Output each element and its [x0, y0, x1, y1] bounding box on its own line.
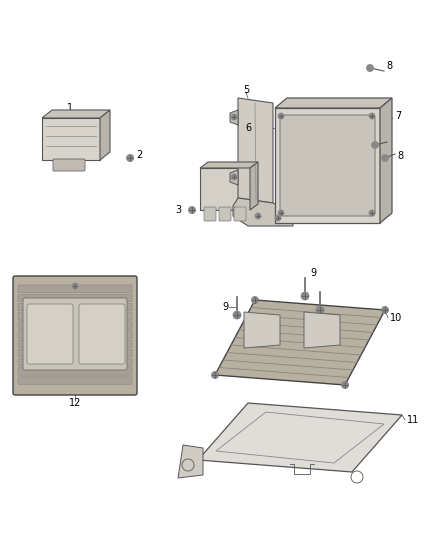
Circle shape: [255, 213, 261, 219]
Circle shape: [251, 296, 258, 303]
Text: 7: 7: [395, 111, 401, 121]
FancyBboxPatch shape: [18, 322, 132, 329]
Polygon shape: [42, 118, 100, 160]
FancyBboxPatch shape: [18, 359, 132, 366]
FancyBboxPatch shape: [219, 207, 231, 221]
Text: 8: 8: [386, 61, 392, 71]
Circle shape: [127, 155, 134, 161]
Circle shape: [369, 210, 375, 216]
Polygon shape: [230, 110, 238, 125]
Circle shape: [278, 210, 284, 216]
Text: 4: 4: [261, 164, 267, 174]
FancyBboxPatch shape: [18, 377, 132, 384]
Polygon shape: [275, 98, 392, 108]
Polygon shape: [233, 198, 293, 226]
Circle shape: [367, 64, 374, 71]
Circle shape: [369, 113, 375, 119]
FancyBboxPatch shape: [18, 340, 132, 348]
Text: 9: 9: [222, 302, 228, 312]
Text: 1: 1: [67, 103, 73, 113]
Text: 3: 3: [175, 205, 181, 215]
Polygon shape: [42, 110, 110, 118]
Polygon shape: [198, 403, 402, 472]
FancyBboxPatch shape: [53, 159, 85, 171]
Polygon shape: [215, 300, 385, 385]
Polygon shape: [244, 312, 280, 348]
Text: 2: 2: [136, 150, 142, 160]
Polygon shape: [380, 98, 392, 223]
Circle shape: [72, 283, 78, 289]
Circle shape: [212, 372, 219, 378]
FancyBboxPatch shape: [18, 349, 132, 357]
Text: 8: 8: [397, 151, 403, 161]
Circle shape: [233, 311, 241, 319]
Circle shape: [275, 215, 281, 221]
Text: 5: 5: [243, 85, 249, 95]
Polygon shape: [304, 312, 340, 348]
Circle shape: [381, 155, 389, 161]
Polygon shape: [275, 108, 380, 223]
Circle shape: [301, 292, 309, 300]
Polygon shape: [178, 445, 203, 478]
Polygon shape: [238, 98, 273, 203]
FancyBboxPatch shape: [13, 276, 137, 395]
Polygon shape: [200, 168, 250, 210]
FancyBboxPatch shape: [204, 207, 216, 221]
FancyBboxPatch shape: [234, 207, 246, 221]
Circle shape: [188, 206, 195, 214]
FancyBboxPatch shape: [18, 303, 132, 311]
FancyBboxPatch shape: [18, 368, 132, 375]
Circle shape: [231, 114, 237, 120]
Text: 12: 12: [69, 398, 81, 408]
FancyBboxPatch shape: [23, 298, 127, 370]
Text: 11: 11: [407, 415, 419, 425]
FancyBboxPatch shape: [18, 331, 132, 338]
FancyBboxPatch shape: [18, 294, 132, 302]
Circle shape: [316, 306, 324, 314]
Polygon shape: [230, 170, 238, 185]
Text: 9: 9: [310, 268, 316, 278]
Circle shape: [371, 141, 378, 149]
FancyBboxPatch shape: [18, 312, 132, 320]
Polygon shape: [100, 110, 110, 160]
Circle shape: [381, 306, 389, 313]
Circle shape: [278, 113, 284, 119]
FancyBboxPatch shape: [280, 115, 375, 216]
FancyBboxPatch shape: [27, 304, 73, 364]
Circle shape: [342, 382, 349, 389]
Text: 10: 10: [390, 313, 402, 323]
Polygon shape: [250, 162, 258, 210]
Text: 6: 6: [245, 123, 251, 133]
Polygon shape: [200, 162, 258, 168]
FancyBboxPatch shape: [79, 304, 125, 364]
FancyBboxPatch shape: [18, 285, 132, 293]
Circle shape: [231, 174, 237, 180]
